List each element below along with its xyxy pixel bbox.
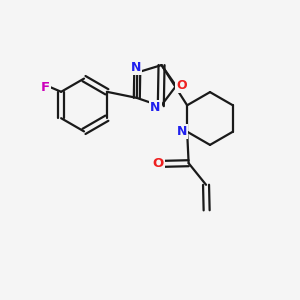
- Text: N: N: [130, 61, 141, 74]
- Text: O: O: [176, 79, 187, 92]
- Text: N: N: [176, 125, 187, 138]
- Text: N: N: [150, 101, 161, 114]
- Text: O: O: [152, 157, 164, 170]
- Text: F: F: [41, 81, 50, 94]
